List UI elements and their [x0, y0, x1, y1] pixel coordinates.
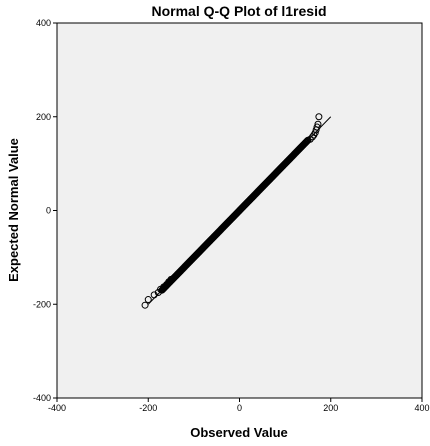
y-tick-label: -400 — [33, 393, 51, 403]
x-axis-label: Observed Value — [190, 425, 288, 440]
data-point — [144, 296, 152, 304]
reference-line — [147, 116, 332, 305]
y-tick-label: 0 — [46, 206, 51, 216]
x-tick-label: 0 — [237, 403, 242, 413]
y-axis-label: Expected Normal Value — [6, 138, 21, 282]
data-point — [167, 275, 175, 283]
data-point — [314, 120, 322, 128]
data-point — [306, 135, 314, 143]
x-tick-label: 200 — [323, 403, 338, 413]
data-point — [303, 137, 311, 145]
x-axis-ticks: -400 -200 0 200 400 — [48, 398, 430, 413]
x-tick-label: 400 — [414, 403, 429, 413]
data-point — [141, 301, 149, 309]
y-tick-label: -200 — [33, 299, 51, 309]
x-tick-label: -400 — [48, 403, 66, 413]
data-point — [315, 113, 323, 121]
chart-title: Normal Q-Q Plot of l1resid — [151, 3, 326, 19]
y-tick-label: 400 — [36, 18, 51, 28]
data-points — [141, 113, 323, 309]
y-tick-label: 200 — [36, 112, 51, 122]
data-point — [165, 278, 173, 286]
x-tick-label: -200 — [139, 403, 157, 413]
data-point — [302, 139, 310, 147]
y-axis-ticks: -400 -200 0 200 400 — [33, 18, 57, 403]
